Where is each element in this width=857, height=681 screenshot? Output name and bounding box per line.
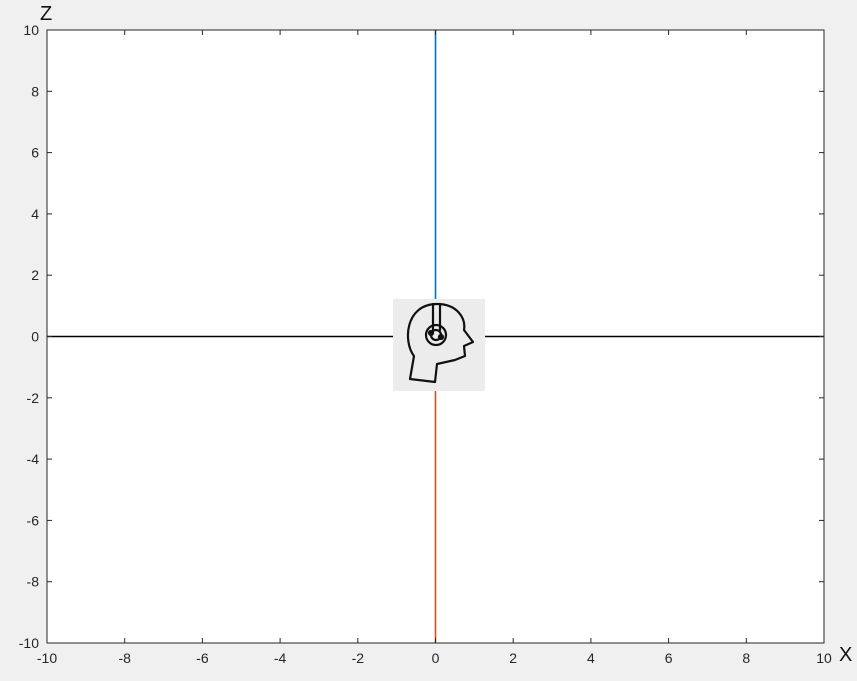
x-tick-label: -2	[352, 650, 365, 666]
x-tick-label: 6	[665, 650, 673, 666]
x-tick-label: 2	[509, 650, 517, 666]
x-tick-label: 0	[432, 650, 440, 666]
y-tick-label: -10	[19, 635, 39, 651]
y-tick-label: -6	[27, 512, 40, 528]
x-tick-label: -4	[274, 650, 287, 666]
y-tick-label: -8	[27, 574, 40, 590]
x-tick-label: -8	[118, 650, 131, 666]
head-with-headphones-icon	[406, 302, 475, 384]
y-tick-label: -2	[27, 390, 40, 406]
y-tick-label: 6	[31, 145, 39, 161]
x-tick-label: -10	[37, 650, 57, 666]
y-tick-label: 10	[23, 22, 39, 38]
x-tick-label: 10	[816, 650, 832, 666]
tick-layer: -10 -8 -6 -4 -2 0 2 4 6 8 10 -10 -8 -6 -4 -2 0 2 4 6 8 10	[19, 22, 832, 666]
y-tick-label: 0	[31, 329, 39, 345]
y-tick-label: 4	[31, 206, 39, 222]
x-tick-label: 8	[742, 650, 750, 666]
y-tick-label: -4	[27, 451, 40, 467]
listener-marker	[393, 299, 485, 391]
z-axis-letter: Z	[40, 3, 52, 25]
y-tick-label: 8	[31, 83, 39, 99]
x-tick-label: -6	[196, 650, 209, 666]
x-tick-label: 4	[587, 650, 595, 666]
x-axis-letter: X	[839, 644, 852, 666]
y-tick-label: 2	[31, 267, 39, 283]
